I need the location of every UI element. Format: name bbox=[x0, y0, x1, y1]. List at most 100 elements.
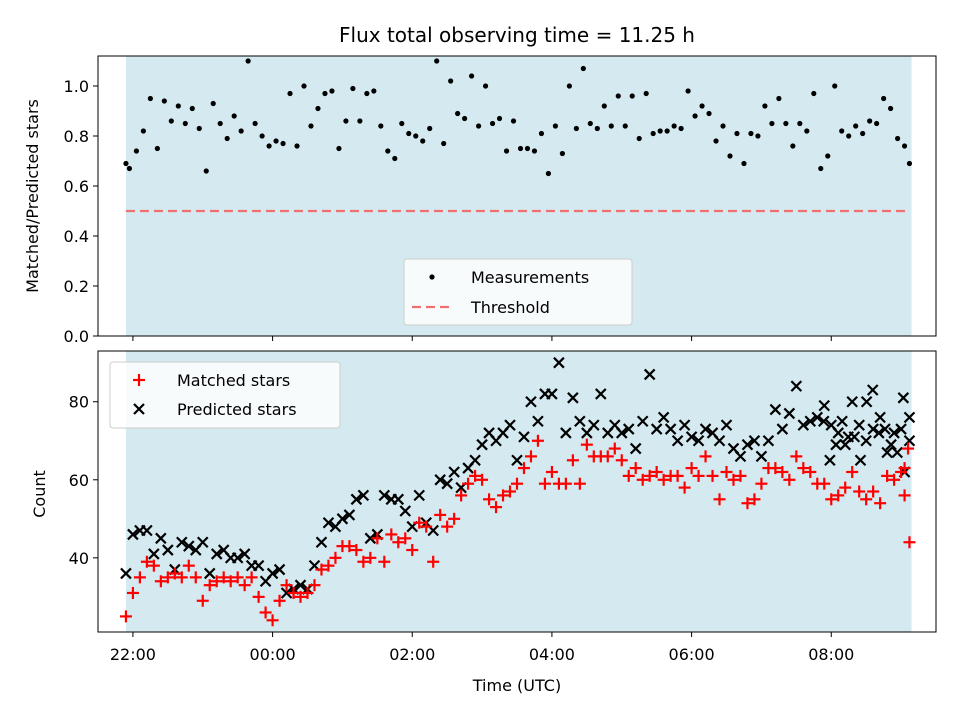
predicted-star-point bbox=[881, 446, 893, 459]
predicted-star-point bbox=[818, 399, 831, 412]
measurement-point bbox=[420, 138, 426, 144]
top-plot-frame bbox=[97, 55, 937, 337]
measurement-point bbox=[175, 103, 181, 109]
measurement-point bbox=[839, 128, 845, 134]
matched-star-point bbox=[196, 594, 209, 607]
measurement-point bbox=[727, 153, 733, 159]
measurement-point bbox=[811, 90, 817, 97]
predicted-star-point bbox=[266, 567, 279, 580]
matched-star-point bbox=[434, 508, 447, 521]
measurement-point bbox=[343, 118, 349, 124]
measurement-point bbox=[643, 90, 649, 97]
measurement-point bbox=[385, 148, 391, 154]
matched-star-point bbox=[350, 544, 363, 557]
predicted-star-point bbox=[797, 419, 810, 431]
predicted-star-point bbox=[546, 388, 558, 400]
legend-measurement-marker bbox=[429, 274, 435, 280]
matched-star-point bbox=[399, 532, 412, 545]
measurement-point bbox=[573, 125, 579, 132]
measurement-point bbox=[308, 123, 314, 129]
x-tick-label: 08:00 bbox=[808, 645, 854, 664]
matched-star-point bbox=[650, 465, 663, 478]
matched-star-point bbox=[741, 497, 754, 510]
predicted-star-point bbox=[873, 427, 885, 439]
predicted-star-point bbox=[846, 395, 858, 408]
measurement-point bbox=[734, 130, 740, 137]
matched-star-point bbox=[301, 586, 314, 599]
matched-star-point bbox=[315, 563, 328, 576]
measurement-point bbox=[615, 93, 621, 99]
measurement-point bbox=[860, 130, 866, 137]
predicted-star-point bbox=[238, 548, 251, 560]
matched-star-point bbox=[259, 606, 272, 619]
predicted-star-point bbox=[448, 466, 460, 478]
matched-star-point bbox=[224, 575, 237, 588]
measurement-point bbox=[475, 123, 482, 129]
matched-star-point bbox=[678, 481, 691, 494]
predicted-star-point bbox=[848, 431, 861, 443]
predicted-star-point bbox=[685, 431, 698, 443]
matched-star-point bbox=[832, 489, 845, 502]
top-y-tick-label: 0.2 bbox=[64, 277, 89, 296]
measurement-point bbox=[161, 98, 167, 104]
predicted-star-point bbox=[532, 415, 544, 428]
predicted-star-point bbox=[469, 454, 481, 467]
matched-star-point bbox=[161, 571, 174, 584]
matched-star-point bbox=[294, 590, 307, 603]
measurement-point bbox=[566, 83, 572, 89]
measurement-points bbox=[123, 58, 913, 177]
measurement-point bbox=[517, 145, 524, 152]
bottom-x-ticks: 22:00 00:00 02:00 04:00 06:00 08:00 bbox=[110, 632, 854, 664]
matched-star-point bbox=[769, 462, 782, 475]
matched-star-point bbox=[385, 528, 398, 541]
measurement-point bbox=[685, 88, 691, 94]
matched-star-point bbox=[825, 493, 838, 506]
predicted-star-point bbox=[903, 434, 916, 447]
legend-predicted-marker bbox=[133, 403, 145, 415]
measurement-point bbox=[629, 93, 635, 99]
measurement-point bbox=[413, 133, 419, 139]
matched-star-point bbox=[168, 567, 181, 580]
matched-star-point bbox=[867, 485, 880, 498]
measurement-point bbox=[322, 90, 328, 97]
predicted-star-point bbox=[748, 434, 761, 447]
matched-star-point bbox=[615, 454, 628, 467]
matched-star-point bbox=[497, 489, 510, 502]
predicted-star-point bbox=[280, 587, 293, 599]
matched-star-point bbox=[217, 571, 230, 584]
measurement-point bbox=[489, 120, 496, 127]
matched-star-point bbox=[203, 579, 216, 592]
predicted-star-point bbox=[315, 536, 328, 549]
matched-star-point bbox=[685, 462, 698, 475]
predicted-star-point bbox=[294, 579, 307, 591]
bottom-legend: Matched stars Predicted stars bbox=[109, 361, 341, 429]
measurement-point bbox=[559, 150, 565, 157]
matched-star-point bbox=[734, 469, 747, 482]
measurement-point bbox=[462, 115, 468, 122]
predicted-star-point bbox=[879, 423, 891, 435]
measurement-point bbox=[427, 125, 433, 132]
matched-star-point bbox=[175, 571, 188, 584]
measurement-point bbox=[294, 143, 300, 149]
matched-star-point bbox=[517, 462, 530, 475]
matched-star-point bbox=[699, 450, 712, 463]
matched-star-point bbox=[790, 450, 803, 463]
matched-star-point bbox=[329, 551, 342, 564]
measurement-point bbox=[371, 88, 377, 94]
measurement-point bbox=[315, 105, 321, 112]
x-tick-label: 04:00 bbox=[529, 645, 575, 664]
matched-star-point bbox=[420, 520, 433, 533]
predicted-star-point bbox=[854, 454, 867, 467]
matched-star-point bbox=[692, 469, 705, 482]
measurement-point bbox=[671, 123, 677, 129]
bottom-legend-box bbox=[109, 361, 341, 429]
matched-star-points bbox=[119, 434, 916, 627]
predicted-star-point bbox=[636, 415, 649, 428]
measurement-point bbox=[657, 128, 663, 134]
matched-star-point bbox=[580, 438, 593, 451]
matched-star-point bbox=[903, 536, 916, 549]
matched-star-point bbox=[371, 532, 384, 545]
predicted-star-point bbox=[713, 434, 726, 447]
predicted-star-point bbox=[657, 411, 670, 424]
